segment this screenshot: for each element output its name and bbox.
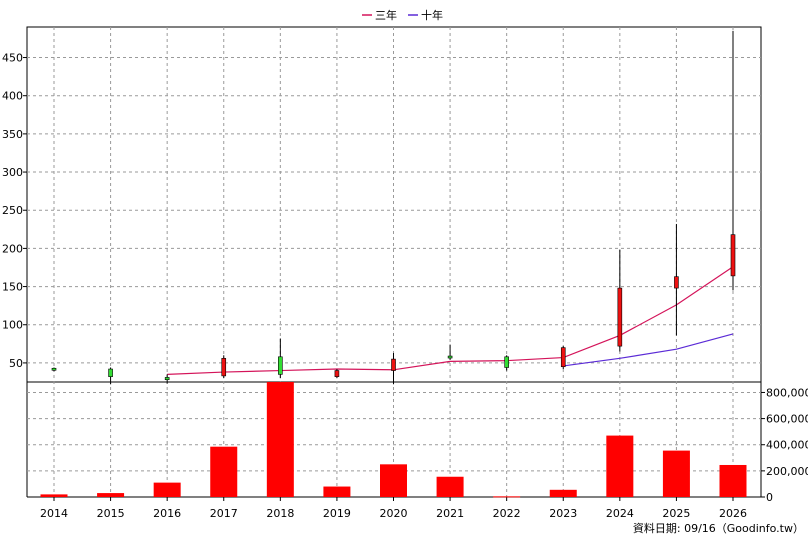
candle-body <box>730 234 736 277</box>
candle <box>221 355 227 379</box>
price-tick-label: 150 <box>2 281 23 294</box>
volume-bar <box>493 496 521 498</box>
legend: 三年 十年 <box>362 8 443 22</box>
volume-tick-label: 600,000 <box>766 413 808 426</box>
x-tick-label: 2014 <box>40 507 68 520</box>
x-tick-label: 2022 <box>493 507 521 520</box>
price-tick-label: 400 <box>2 90 23 103</box>
candle-body <box>334 370 340 377</box>
ma-3y-line <box>167 266 734 375</box>
price-tick-label: 350 <box>2 128 23 141</box>
volume-bar <box>606 435 634 497</box>
legend-label-10y: 十年 <box>421 8 443 22</box>
grid <box>27 27 761 497</box>
volume-tick-label: 200,000 <box>766 465 808 478</box>
price-tick-label: 300 <box>2 166 23 179</box>
candle-body <box>447 355 453 359</box>
candle-body <box>674 276 679 289</box>
x-tick-label: 2021 <box>436 507 464 520</box>
x-tick-label: 2026 <box>719 507 747 520</box>
candle <box>674 223 679 336</box>
date-note: 資料日期: 09/16（Goodinfo.tw） <box>633 521 804 535</box>
volume-bar <box>40 494 68 497</box>
volume-bar <box>153 482 181 497</box>
candle <box>447 344 453 360</box>
x-tick-label: 2024 <box>606 507 634 520</box>
candle <box>560 346 566 370</box>
price-tick-label: 50 <box>9 357 23 370</box>
candle <box>617 249 623 352</box>
candle-body <box>617 287 623 347</box>
volume-bar <box>97 493 125 497</box>
candle-body <box>164 377 170 381</box>
moving-average-lines <box>167 266 734 375</box>
candle <box>730 30 736 291</box>
legend-label-3y: 三年 <box>375 8 397 22</box>
volume-bar <box>719 464 747 497</box>
price-tick-label: 450 <box>2 52 23 65</box>
x-tick-label: 2020 <box>380 507 408 520</box>
volume-bar <box>323 486 351 497</box>
candle <box>334 369 340 379</box>
price-tick-label: 250 <box>2 204 23 217</box>
candle <box>164 374 170 384</box>
ma-10y-line <box>563 333 734 367</box>
x-tick-label: 2015 <box>97 507 125 520</box>
candle-body <box>221 358 227 377</box>
volume-bar <box>662 450 690 497</box>
price-axis: 50 100 150 200 250 300 350 400 450 <box>2 52 27 370</box>
candle <box>278 338 283 379</box>
candle-body <box>560 347 566 368</box>
x-tick-label: 2016 <box>153 507 181 520</box>
candle <box>391 352 396 385</box>
x-tick-label: 2017 <box>210 507 238 520</box>
volume-tick-label: 0 <box>766 491 773 504</box>
price-tick-label: 100 <box>2 319 23 332</box>
volume-tick-label: 400,000 <box>766 439 808 452</box>
candle <box>504 355 509 371</box>
candle-body <box>391 358 396 371</box>
price-tick-label: 200 <box>2 242 23 255</box>
candle-body <box>51 367 57 371</box>
x-tick-label: 2018 <box>266 507 294 520</box>
candle-body <box>504 356 509 368</box>
volume-bar <box>549 489 577 497</box>
volume-bar <box>210 446 238 497</box>
volume-bars <box>40 382 747 498</box>
volume-axis: 0 200,000 400,000 600,000 800,000 <box>761 386 808 504</box>
candles <box>51 30 736 385</box>
volume-bar <box>266 382 294 497</box>
volume-bar <box>436 476 464 497</box>
x-axis: 2014 2015 2016 2017 2018 2019 2020 2021 2022 2023… <box>40 497 747 520</box>
candle <box>51 367 57 372</box>
x-tick-label: 2025 <box>662 507 690 520</box>
volume-tick-label: 800,000 <box>766 386 808 399</box>
volume-bar <box>380 464 407 497</box>
candle-body <box>278 356 283 375</box>
candle-body <box>108 368 113 377</box>
x-tick-label: 2023 <box>549 507 577 520</box>
candle <box>108 367 113 385</box>
x-tick-label: 2019 <box>323 507 351 520</box>
